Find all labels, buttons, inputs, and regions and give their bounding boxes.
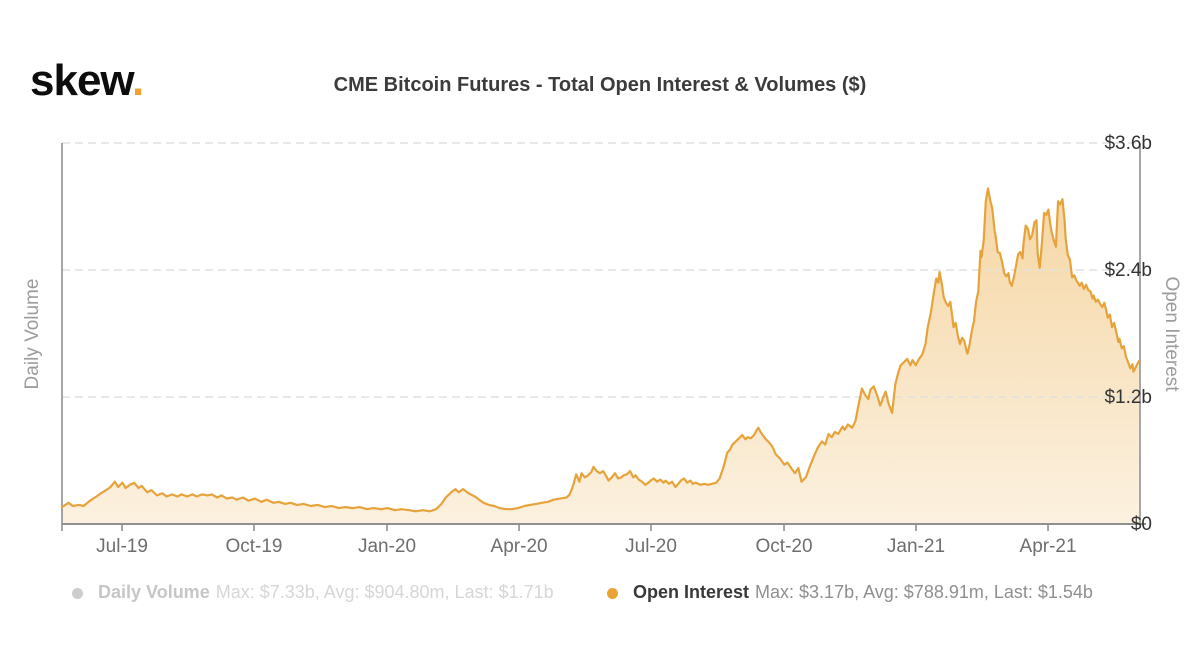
chart-legend: Daily Volume Max: $7.33b, Avg: $904.80m, … xyxy=(0,582,1200,610)
x-tick-label: Apr-20 xyxy=(491,536,548,557)
y-tick-label: $1.2b xyxy=(1104,387,1152,408)
y-tick-label: $0 xyxy=(1131,514,1152,535)
legend-item-daily-volume[interactable]: Daily Volume Max: $7.33b, Avg: $904.80m, … xyxy=(72,582,554,603)
y-tick-label: $2.4b xyxy=(1104,260,1152,281)
x-tick-label: Apr-21 xyxy=(1020,536,1077,557)
x-tick-label: Jan-20 xyxy=(358,536,416,557)
legend-item-open-interest[interactable]: Open Interest Max: $3.17b, Avg: $788.91m,… xyxy=(607,582,1093,603)
skew-logo-dot: . xyxy=(132,56,144,105)
daily-volume-label: Daily Volume xyxy=(98,582,210,602)
daily-volume-stats: Max: $7.33b, Avg: $904.80m, Last: $1.71b xyxy=(215,582,554,602)
open-interest-stats: Max: $3.17b, Avg: $788.91m, Last: $1.54b xyxy=(755,582,1093,602)
x-tick-label: Oct-19 xyxy=(225,536,282,557)
left-axis-title: Daily Volume xyxy=(22,279,43,390)
skew-logo: skew. xyxy=(30,56,144,106)
y-tick-label: $3.6b xyxy=(1104,133,1152,154)
open-interest-area xyxy=(62,188,1139,524)
daily-volume-dot-icon xyxy=(72,588,83,599)
open-interest-label: Open Interest xyxy=(633,582,750,602)
x-tick-label: Jul-20 xyxy=(625,536,677,557)
right-axis-title: Open Interest xyxy=(1161,276,1182,392)
chart-title: CME Bitcoin Futures - Total Open Interes… xyxy=(333,74,867,96)
open-interest-line xyxy=(60,187,1140,513)
x-tick-label: Jul-19 xyxy=(96,536,148,557)
x-tick-label: Oct-20 xyxy=(756,536,813,557)
x-tick-label: Jan-21 xyxy=(887,536,945,557)
open-interest-dot-icon xyxy=(607,588,618,599)
skew-logo-text: skew xyxy=(30,56,133,105)
